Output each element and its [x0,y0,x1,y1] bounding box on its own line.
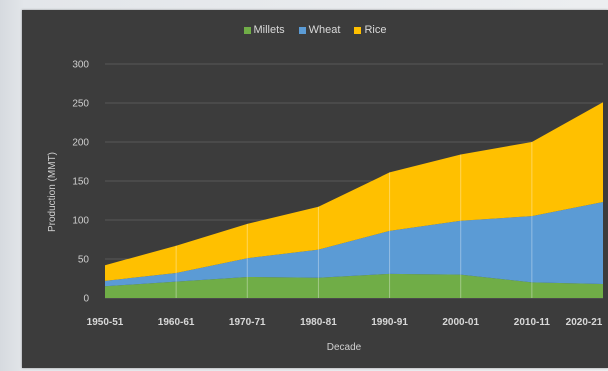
y-tick-label: 0 [83,294,89,305]
x-tick-label: 1990-91 [371,317,408,328]
legend-swatch-millets [243,26,251,34]
y-tick-label: 100 [72,216,89,227]
area-chart: 0 50 100 150 200 250 300 1950-51 1960-61 1970-71… [47,60,603,353]
y-tick-label: 150 [72,177,89,188]
x-tick-label: 1980-81 [300,317,337,328]
legend: Millets Wheat Rice [22,24,608,36]
x-tick-label: 2010-11 [514,317,551,328]
x-tick-label: 1960-61 [158,317,195,328]
legend-item-millets: Millets [243,24,285,36]
x-tick-label: 2020-21 [566,317,603,328]
x-tick-labels: 1950-51 1960-61 1970-71 1980-81 1990-91 2000-… [87,317,603,328]
category-lines [175,142,533,298]
x-tick-label: 1970-71 [229,317,266,328]
legend-label-millets: Millets [253,24,285,36]
area-wheat [105,202,603,287]
x-tick-label: 1950-51 [87,317,124,328]
legend-label-wheat: Wheat [308,24,341,36]
legend-label-rice: Rice [364,24,387,36]
y-tick-labels: 0 50 100 150 200 250 300 [72,60,89,305]
legend-swatch-rice [354,26,362,34]
x-tick-label: 2000-01 [442,317,479,328]
area-millets [105,273,603,298]
x-axis-title: Decade [327,342,362,353]
y-axis-title: Production (MMT) [47,152,58,232]
chart-panel: Millets Wheat Rice 0 50 100 150 200 250 300 19… [22,10,608,368]
legend-swatch-wheat [298,26,306,34]
area-rice [105,102,603,281]
y-tick-label: 250 [72,99,89,110]
legend-item-rice: Rice [354,24,386,36]
areas [105,102,603,298]
legend-item-wheat: Wheat [298,24,341,36]
y-tick-label: 300 [72,60,89,71]
y-tick-label: 200 [72,138,89,149]
y-tick-label: 50 [78,255,90,266]
